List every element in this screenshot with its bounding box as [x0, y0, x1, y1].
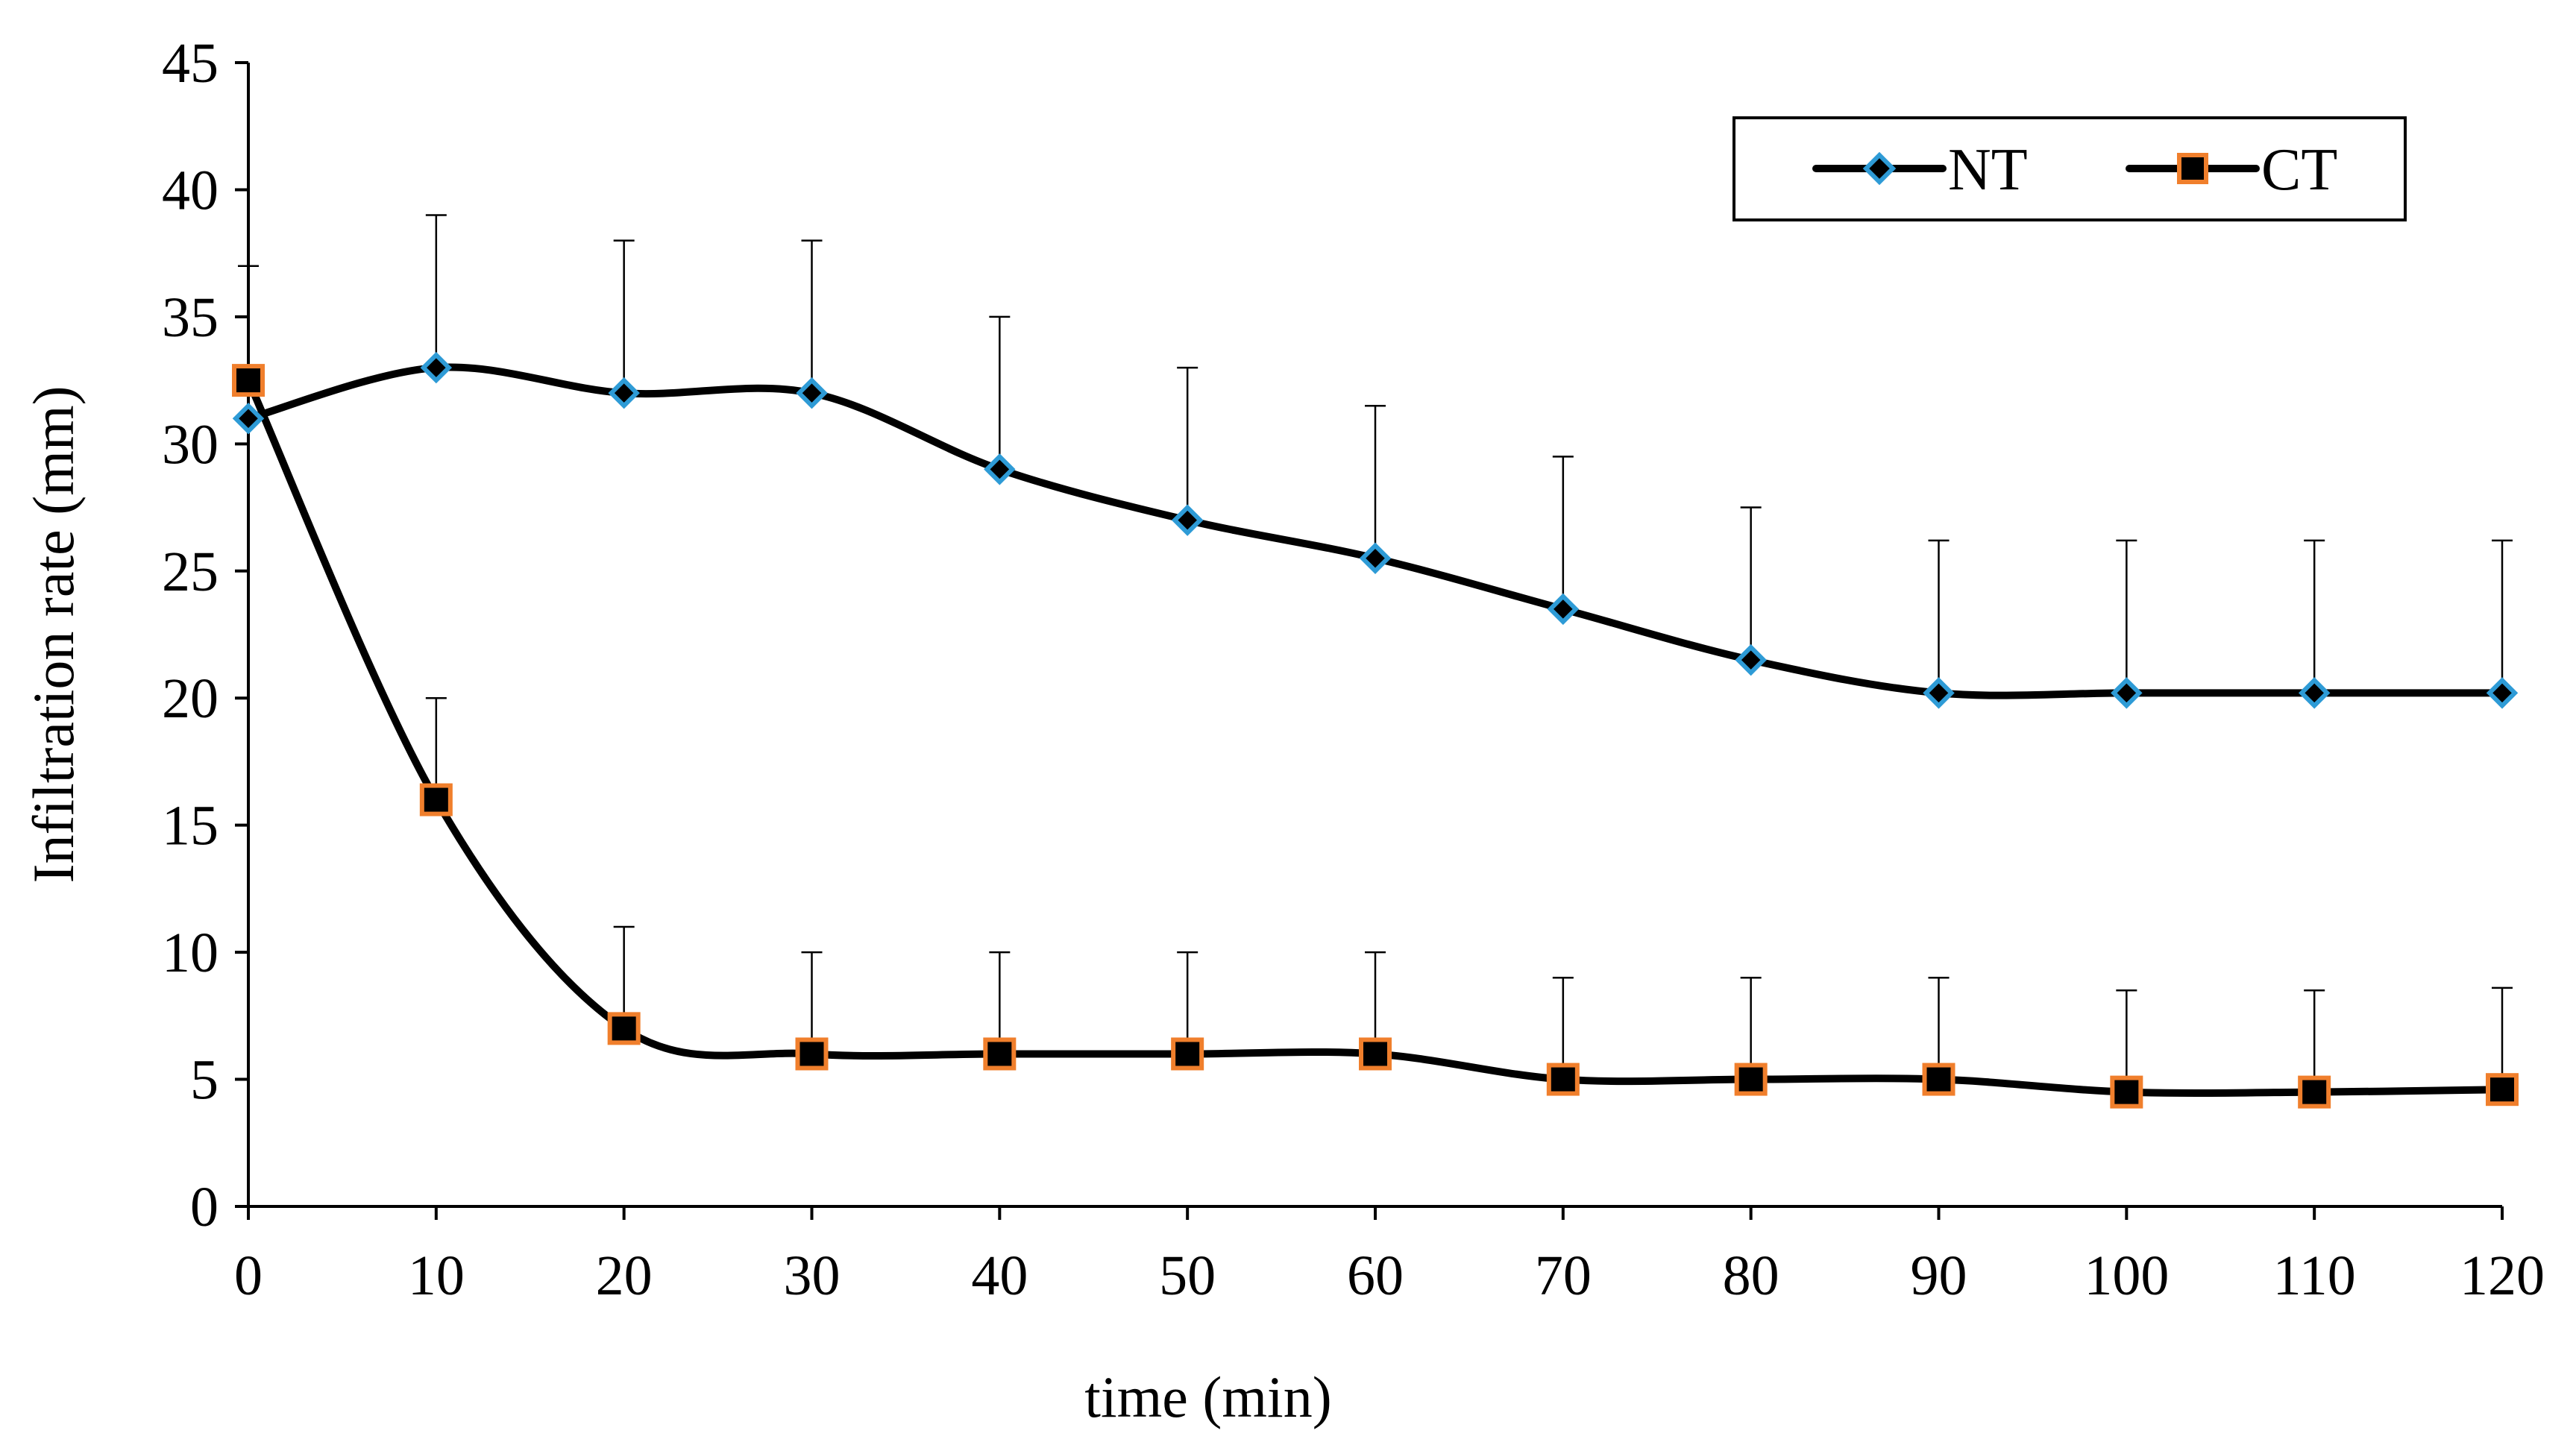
marker-ct [1922, 1063, 1955, 1096]
x-tick-label: 70 [1535, 1244, 1592, 1307]
y-tick-label: 45 [162, 32, 219, 95]
error-bar-group [238, 214, 2513, 1093]
marker-ct [2110, 1075, 2143, 1109]
legend-nt-label: NT [1948, 137, 2028, 203]
marker-ct [795, 1037, 829, 1071]
y-tick-label: 35 [162, 286, 219, 349]
x-tick-label: 50 [1159, 1244, 1216, 1307]
x-tick-label: 80 [1723, 1244, 1779, 1307]
x-tick-label: 10 [408, 1244, 465, 1307]
marker-ct [607, 1012, 641, 1045]
x-tick-label: 60 [1347, 1244, 1404, 1307]
y-tick-label: 30 [162, 413, 219, 476]
marker-ct [232, 364, 265, 397]
legend-ct-label: CT [2261, 137, 2337, 203]
marker-ct [1734, 1063, 1768, 1096]
x-tick-group: 0 10 20 30 40 50 60 70 80 90 100 110 120 [234, 1206, 2545, 1307]
marker-ct [983, 1037, 1017, 1071]
legend-nt-marker [1862, 151, 1897, 186]
marker-nt [1735, 643, 1767, 676]
y-axis-title: Infiltration rate (mm) [21, 385, 86, 883]
marker-ct [1546, 1063, 1580, 1096]
legend-ct-marker [2177, 153, 2208, 184]
y-tick-label: 20 [162, 667, 219, 730]
marker-nt [608, 377, 640, 409]
y-tick-label: 10 [162, 922, 219, 984]
marker-nt [984, 453, 1016, 485]
marker-nt [1923, 677, 1955, 709]
x-tick-label: 100 [2084, 1244, 2169, 1307]
x-tick-label: 0 [234, 1244, 263, 1307]
x-axis: 0 10 20 30 40 50 60 70 80 90 100 110 120 [234, 1205, 2545, 1307]
marker-nt [232, 403, 265, 435]
marker-nt [796, 377, 828, 409]
y-axis: 0 5 10 15 20 25 30 35 40 45 [162, 32, 250, 1238]
y-tick-group: 0 5 10 15 20 25 30 35 40 45 [162, 32, 248, 1238]
x-axis-title: time (min) [1084, 1365, 1331, 1429]
x-tick-label: 40 [971, 1244, 1028, 1307]
marker-ct [2298, 1075, 2331, 1109]
marker-nt [1171, 504, 1204, 536]
marker-nt [2298, 677, 2331, 709]
series-line-ct [245, 377, 2506, 1097]
y-tick-label: 25 [162, 541, 219, 603]
marker-nt [1547, 593, 1580, 626]
y-tick-label: 15 [162, 795, 219, 857]
marker-ct [419, 783, 453, 816]
y-tick-label: 5 [190, 1049, 219, 1112]
legend: NT CT [1732, 116, 2407, 221]
x-tick-label: 110 [2273, 1244, 2356, 1307]
marker-ct [1171, 1037, 1204, 1071]
x-tick-label: 20 [596, 1244, 653, 1307]
marker-nt [2486, 677, 2519, 709]
x-tick-label: 120 [2460, 1244, 2545, 1307]
x-tick-label: 30 [784, 1244, 841, 1307]
y-tick-label: 0 [190, 1176, 219, 1238]
marker-nt [1359, 542, 1392, 574]
y-tick-label: 40 [162, 159, 219, 221]
x-tick-label: 90 [1911, 1244, 1967, 1307]
marker-nt [420, 351, 453, 384]
marker-nt [2111, 677, 2143, 709]
marker-ct [2486, 1073, 2519, 1107]
marker-ct [1359, 1037, 1392, 1071]
marker-group [232, 351, 2519, 1109]
